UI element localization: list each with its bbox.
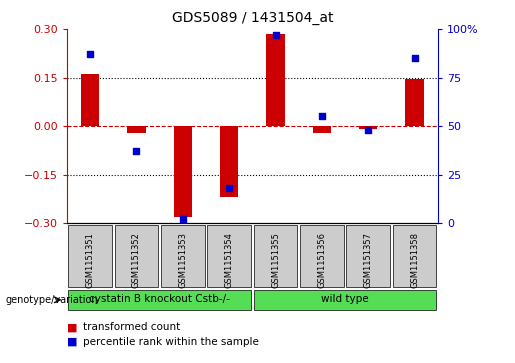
Point [364,127,372,133]
Text: GSM1151351: GSM1151351 [85,232,95,288]
Text: transformed count: transformed count [83,322,181,333]
Bar [127,126,146,132]
Text: wild type: wild type [321,294,369,305]
Bar [347,225,390,287]
Bar [220,126,238,197]
Text: cystatin B knockout Cstb-/-: cystatin B knockout Cstb-/- [89,294,230,305]
Point [225,185,233,191]
Text: GSM1151355: GSM1151355 [271,232,280,288]
Bar [174,126,192,217]
Bar [81,74,99,126]
Point [179,216,187,222]
Point [410,55,419,61]
Title: GDS5089 / 1431504_at: GDS5089 / 1431504_at [171,11,333,25]
Text: GSM1151352: GSM1151352 [132,232,141,288]
Point [318,114,326,119]
Text: genotype/variation: genotype/variation [5,295,98,305]
Bar [68,290,251,310]
Bar [254,290,436,310]
Bar [254,225,297,287]
Point [271,32,280,38]
Text: GSM1151353: GSM1151353 [178,232,187,289]
Bar [405,79,424,126]
Bar [161,225,204,287]
Bar [266,34,285,126]
Bar [313,126,331,132]
Bar [208,225,251,287]
Bar [115,225,158,287]
Text: ■: ■ [67,322,77,333]
Text: GSM1151358: GSM1151358 [410,232,419,289]
Bar [393,225,436,287]
Text: GSM1151354: GSM1151354 [225,232,234,288]
Bar [68,225,112,287]
Text: GSM1151357: GSM1151357 [364,232,373,289]
Bar [359,126,377,129]
Point [132,148,141,154]
Text: percentile rank within the sample: percentile rank within the sample [83,337,260,347]
Text: GSM1151356: GSM1151356 [317,232,327,289]
Text: ■: ■ [67,337,77,347]
Point [86,52,94,57]
Bar [300,225,344,287]
